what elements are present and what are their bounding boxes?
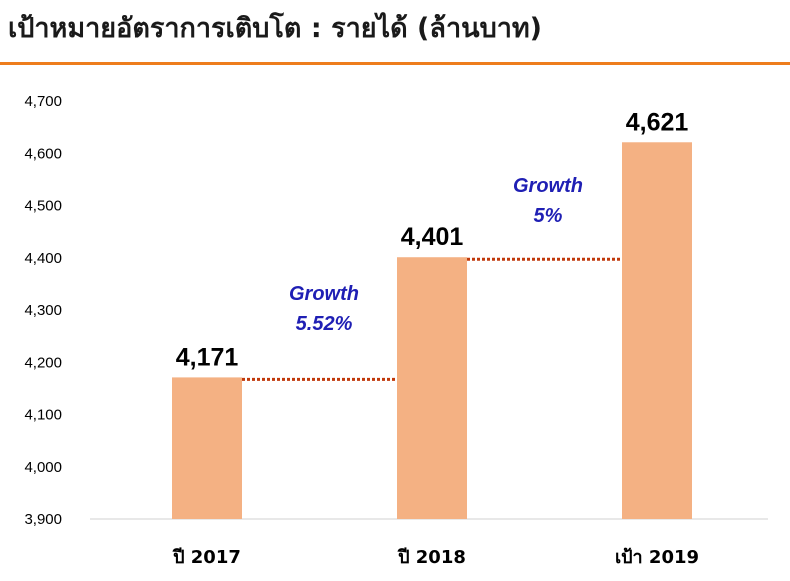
y-tick-label: 4,200 [24,354,62,371]
bars [172,142,692,519]
growth-annotation-label: Growth [513,175,583,197]
growth-annotation-value: 5% [534,205,563,227]
y-axis-ticks: 3,900 4,000 4,100 4,200 4,300 4,400 4,500 4,600… [24,93,62,528]
bar [397,257,467,519]
data-labels: 4,171 4,401 4,621 [176,108,689,371]
y-tick-label: 3,900 [24,511,62,528]
y-tick-label: 4,600 [24,145,62,162]
y-tick-label: 4,400 [24,250,62,267]
bar [172,377,242,519]
y-tick-label: 4,500 [24,198,62,215]
page-title: เป้าหมายอัตราการเติบโต : รายได้ (ล้านบาท… [8,13,543,44]
growth-annotation-label: Growth [289,283,359,305]
data-label: 4,401 [401,223,464,251]
category-label: เป้า 2019 [615,547,699,568]
category-label: ปี 2017 [172,547,241,568]
data-label: 4,171 [176,343,239,371]
title-underline [0,62,790,65]
y-tick-label: 4,300 [24,302,62,319]
growth-annotations: Growth 5.52% Growth 5% [289,175,583,335]
category-label: ปี 2018 [397,547,466,568]
y-tick-label: 4,100 [24,407,62,424]
growth-annotation-value: 5.52% [296,313,353,335]
y-tick-label: 4,700 [24,93,62,110]
y-tick-label: 4,000 [24,459,62,476]
category-labels: ปี 2017 ปี 2018 เป้า 2019 [172,547,699,568]
data-label: 4,621 [626,108,689,136]
bar [622,142,692,519]
